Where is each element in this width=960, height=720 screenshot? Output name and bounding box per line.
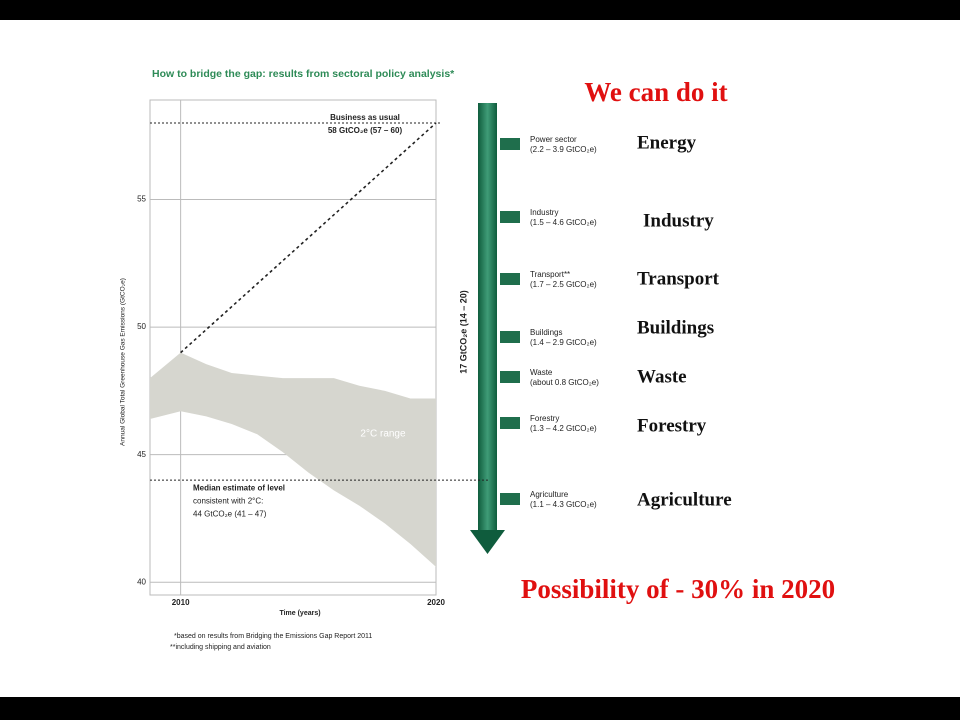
sector-name: Buildings (530, 328, 562, 337)
sector-icon (500, 138, 520, 150)
sector-icon (500, 211, 520, 223)
conclusion: Possibility of - 30% in 2020 (521, 574, 835, 604)
y-tick-label: 40 (137, 577, 146, 586)
sector-name: Transport** (530, 270, 570, 279)
sector-range: (1.5 – 4.6 GtCO₂e) (530, 218, 597, 227)
y-tick-label: 55 (137, 195, 146, 204)
sector-name: Forestry (530, 414, 559, 423)
sector-name: Agriculture (530, 490, 569, 499)
sector-icon (500, 331, 520, 343)
total-label: 17 GtCO₂e (14 – 20) (458, 290, 468, 374)
sector-label: Agriculture (637, 489, 732, 510)
sector-label: Transport (637, 268, 720, 289)
sector-name: Industry (530, 208, 558, 217)
range-label: 2°C range (360, 429, 406, 440)
sector-label: Forestry (637, 415, 707, 436)
sector-range: (1.3 – 4.2 GtCO₂e) (530, 424, 597, 433)
range-area (150, 352, 436, 567)
sector-range: (1.7 – 2.5 GtCO₂e) (530, 280, 597, 289)
x-tick-label: 2010 (172, 598, 190, 607)
chart-title: How to bridge the gap: results from sect… (152, 68, 455, 80)
sector-name: Waste (530, 368, 553, 377)
sector-range: (1.4 – 2.9 GtCO₂e) (530, 338, 597, 347)
sector-label: Buildings (637, 317, 714, 338)
arrow-head (470, 530, 505, 554)
sector-icon (500, 417, 520, 429)
footnote: **including shipping and aviation (170, 644, 271, 651)
sector-label: Industry (643, 210, 714, 231)
y-tick-label: 45 (137, 450, 146, 459)
sector-range: (about 0.8 GtCO₂e) (530, 378, 599, 387)
sector-label: Waste (637, 366, 687, 387)
x-axis-title: Time (years) (279, 610, 320, 617)
y-tick-label: 50 (137, 322, 146, 331)
sector-icon (500, 493, 520, 505)
x-tick-label: 2020 (427, 598, 445, 607)
y-axis-title: Annual Global Total Greenhouse Gas Emiss… (120, 278, 127, 446)
sector-label: Energy (637, 132, 697, 153)
sector-name: Power sector (530, 135, 577, 144)
footnote: *based on results from Bridging the Emis… (174, 633, 372, 640)
heading: We can do it (584, 77, 727, 107)
reference-label: 44 GtCO₂e (41 – 47) (193, 509, 267, 518)
sector-range: (2.2 – 3.9 GtCO₂e) (530, 145, 597, 154)
sector-icon (500, 371, 520, 383)
arrow-shaft (478, 103, 497, 533)
reference-label: Business as usual (330, 113, 400, 122)
reference-label: 58 GtCO₂e (57 – 60) (328, 126, 403, 135)
sector-range: (1.1 – 4.3 GtCO₂e) (530, 500, 597, 509)
reference-label: consistent with 2°C: (193, 496, 263, 505)
sector-icon (500, 273, 520, 285)
reference-label: Median estimate of level (193, 483, 285, 492)
